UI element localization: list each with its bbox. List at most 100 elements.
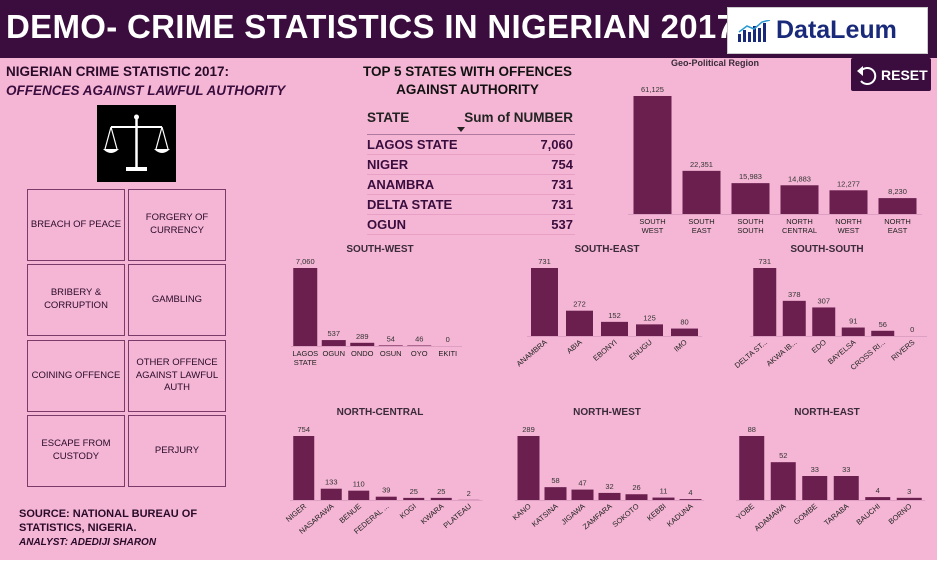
bar-nw-2[interactable] (571, 489, 594, 500)
category-escape-from-custody[interactable]: ESCAPE FROM CUSTODY (27, 415, 125, 487)
bar-geo-1[interactable] (682, 170, 721, 214)
tick-label: ENUGU (627, 338, 654, 362)
bar-nw-3[interactable] (598, 492, 621, 500)
data-label: 152 (608, 311, 621, 320)
bar-chart-logo-icon (738, 20, 771, 42)
data-label: 125 (643, 313, 656, 322)
dataleum-logo: DataLeum (727, 7, 928, 54)
data-label: 58 (551, 476, 559, 485)
bar-geo-0[interactable] (633, 96, 672, 214)
tick-label: BORNO (887, 502, 914, 527)
column-header-state[interactable]: STATE (367, 110, 410, 125)
bar-sw-1[interactable] (321, 340, 346, 346)
category-bribery-corruption[interactable]: BRIBERY & CORRUPTION (27, 264, 125, 336)
tick-label: NORTH WEST (835, 217, 862, 235)
data-label: 7,060 (296, 257, 315, 266)
bar-nc-4[interactable] (403, 497, 425, 500)
cell-value: 7,060 (540, 137, 573, 152)
bar-sw-3[interactable] (378, 345, 403, 346)
tick-label: PLATEAU (441, 502, 473, 531)
tick-label: OYO (411, 349, 428, 358)
data-label: 46 (415, 334, 423, 343)
bar-ss-1[interactable] (782, 300, 806, 336)
tick-label: TARABA (822, 502, 850, 528)
bar-geo-4[interactable] (829, 190, 868, 214)
bar-nw-4[interactable] (625, 494, 648, 500)
tick-label: BENUE (337, 502, 363, 526)
tick-label: KADUNA (665, 502, 695, 529)
cell-state: ANAMBRA (367, 177, 435, 192)
tick-label: NORTH CENTRAL (782, 217, 817, 235)
bar-nw-5[interactable] (652, 497, 675, 500)
bar-ne-5[interactable] (896, 497, 922, 500)
bar-ss-0[interactable] (753, 268, 777, 336)
category-coining-offence[interactable]: COINING OFFENCE (27, 340, 125, 412)
header-bar: DEMO- CRIME STATISTICS IN NIGERIAN 2017 … (0, 0, 937, 58)
bar-nc-3[interactable] (375, 496, 397, 500)
bar-se-3[interactable] (636, 324, 663, 336)
bar-nw-1[interactable] (544, 487, 567, 500)
category-breach-of-peace[interactable]: BREACH OF PEACE (27, 189, 125, 261)
reset-button[interactable]: RESET (851, 58, 931, 91)
bar-nc-1[interactable] (320, 488, 342, 500)
data-label: 8,230 (888, 187, 907, 196)
bar-ne-4[interactable] (865, 497, 891, 500)
data-label: 25 (410, 487, 418, 496)
data-label: 731 (538, 257, 551, 266)
category-perjury[interactable]: PERJURY (128, 415, 226, 487)
bar-se-0[interactable] (531, 268, 558, 336)
tick-label: OSUN (380, 349, 402, 358)
data-label: 12,277 (837, 179, 860, 188)
data-label: 88 (748, 425, 756, 434)
category-forgery-of-currency[interactable]: FORGERY OF CURRENCY (128, 189, 226, 261)
column-header-sum[interactable]: Sum of NUMBER (464, 110, 573, 125)
bar-se-1[interactable] (566, 310, 593, 336)
table-row[interactable]: OGUN 537 (367, 215, 575, 235)
tick-label: SOUTH WEST (639, 217, 665, 235)
category-gambling[interactable]: GAMBLING (128, 264, 226, 336)
bar-ss-2[interactable] (812, 307, 836, 336)
reset-arrow-icon (857, 66, 877, 85)
bar-nc-2[interactable] (348, 490, 370, 500)
bar-geo-5[interactable] (878, 198, 917, 214)
bar-sw-2[interactable] (350, 342, 375, 346)
bar-geo-2[interactable] (731, 183, 770, 214)
table-row[interactable]: NIGER 754 (367, 155, 575, 175)
logo-text: DataLeum (776, 16, 897, 44)
bar-se-2[interactable] (601, 321, 628, 336)
table-row[interactable]: DELTA STATE 731 (367, 195, 575, 215)
tick-label: DELTA ST... (733, 338, 769, 370)
bar-geo-3[interactable] (780, 185, 819, 214)
data-label: 2 (467, 489, 471, 498)
report-subtitle: NIGERIAN CRIME STATISTIC 2017: (6, 64, 230, 79)
bar-sw-0[interactable] (293, 268, 318, 346)
bar-ne-0[interactable] (739, 436, 765, 500)
bar-ss-4[interactable] (871, 330, 895, 336)
data-label: 754 (297, 425, 310, 434)
bar-ne-2[interactable] (802, 476, 828, 500)
tick-label: KANO (511, 502, 533, 523)
category-other-offence[interactable]: OTHER OFFENCE AGAINST LAWFUL AUTH (128, 340, 226, 412)
table-row[interactable]: LAGOS STATE 7,060 (367, 135, 575, 155)
data-label: 378 (788, 290, 801, 299)
sort-descending-icon[interactable] (457, 127, 465, 132)
bar-se-4[interactable] (671, 328, 698, 336)
bar-nw-6[interactable] (679, 499, 702, 500)
south-east-chart: SOUTH-EAST 731 ANAMBRA 272 ABIA 152 EBONYI 125 E… (515, 244, 702, 368)
bar-ne-1[interactable] (770, 462, 796, 500)
south-south-chart: SOUTH-SOUTH 731 DELTA ST... 378 AKWA IB... 30… (733, 244, 927, 372)
bar-nc-0[interactable] (293, 436, 315, 500)
table-row[interactable]: ANAMBRA 731 (367, 175, 575, 195)
tick-label: ONDO (351, 349, 374, 358)
bar-ss-3[interactable] (841, 327, 865, 336)
tick-label: NIGER (284, 501, 308, 524)
bar-sw-4[interactable] (407, 345, 432, 346)
bar-ne-3[interactable] (833, 476, 859, 500)
scales-of-justice-icon (97, 105, 176, 182)
tick-label: BAUCHI (855, 502, 882, 527)
tick-label: KATSINA (530, 502, 560, 529)
chart-title: NORTH-CENTRAL (337, 407, 424, 418)
cell-state: DELTA STATE (367, 197, 453, 212)
bar-nc-5[interactable] (430, 497, 452, 500)
bar-nw-0[interactable] (517, 436, 540, 500)
